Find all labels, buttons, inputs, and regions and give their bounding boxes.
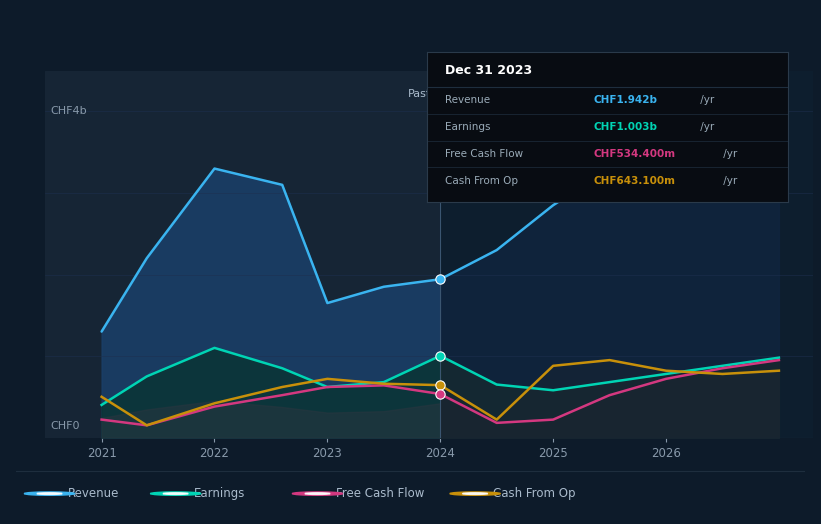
Text: Analysts Forecasts: Analysts Forecasts: [449, 89, 553, 99]
Circle shape: [292, 492, 342, 495]
Text: Cash From Op: Cash From Op: [493, 487, 576, 500]
Text: /yr: /yr: [720, 149, 737, 159]
Text: Free Cash Flow: Free Cash Flow: [445, 149, 523, 159]
Bar: [440, 71, 813, 438]
Text: CHF1.003b: CHF1.003b: [593, 122, 657, 132]
Text: CHF534.400m: CHF534.400m: [593, 149, 675, 159]
Text: CHF0: CHF0: [51, 421, 80, 431]
Circle shape: [450, 492, 500, 495]
Point: [433, 352, 447, 360]
Bar: [45, 71, 440, 438]
Text: Earnings: Earnings: [445, 122, 490, 132]
Text: /yr: /yr: [697, 122, 714, 132]
Text: /yr: /yr: [697, 95, 714, 105]
Text: Dec 31 2023: Dec 31 2023: [445, 64, 532, 77]
Circle shape: [150, 492, 201, 495]
Text: Revenue: Revenue: [67, 487, 119, 500]
Point: [433, 275, 447, 283]
Point: [433, 381, 447, 389]
Circle shape: [462, 493, 488, 495]
Circle shape: [163, 493, 188, 495]
Text: Cash From Op: Cash From Op: [445, 176, 518, 186]
Circle shape: [25, 492, 75, 495]
Text: CHF643.100m: CHF643.100m: [593, 176, 675, 186]
Text: Earnings: Earnings: [194, 487, 245, 500]
Text: CHF1.942b: CHF1.942b: [593, 95, 657, 105]
Text: /yr: /yr: [720, 176, 737, 186]
Point: [433, 390, 447, 398]
Text: Past: Past: [408, 89, 431, 99]
Circle shape: [37, 493, 62, 495]
Text: CHF4b: CHF4b: [51, 106, 87, 116]
Text: Revenue: Revenue: [445, 95, 490, 105]
Circle shape: [305, 493, 330, 495]
Text: Free Cash Flow: Free Cash Flow: [336, 487, 424, 500]
